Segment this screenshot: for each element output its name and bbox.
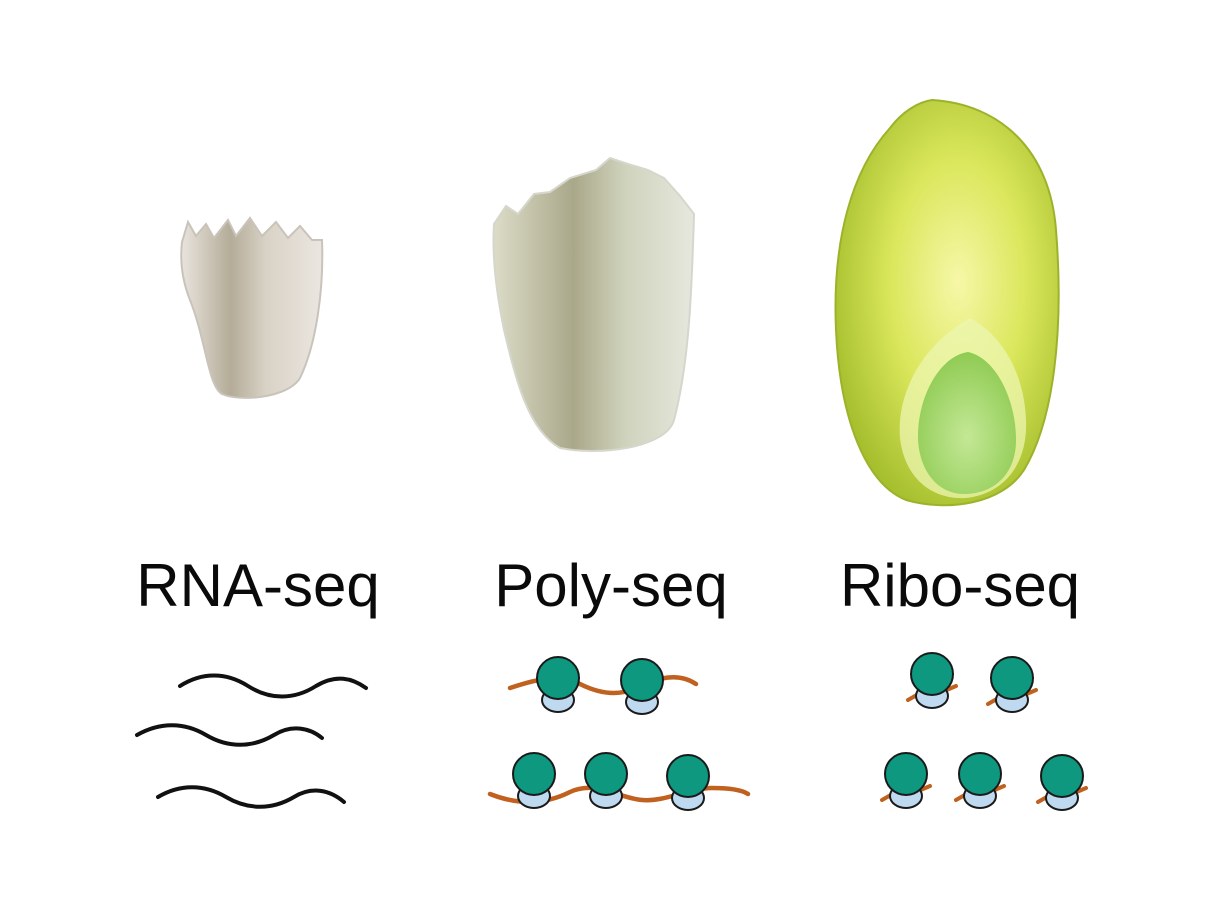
ribosome-icon [537, 657, 579, 712]
mrna-strand [137, 725, 322, 745]
ribosome-icon [908, 653, 956, 708]
mrna-strand [158, 787, 344, 807]
ribosome-icon [621, 659, 663, 714]
mrna-strand [180, 676, 366, 697]
seed-large-green-icon [835, 100, 1058, 505]
polysome-group [490, 657, 748, 810]
seed-medium-pale-icon [493, 158, 694, 451]
footprint-group [882, 653, 1086, 810]
ribosome-icon [585, 753, 627, 808]
label-ribo-seq: Ribo-seq [840, 552, 1080, 619]
ribosome-icon [513, 753, 555, 808]
ribosome-icon [956, 753, 1004, 808]
ribosome-icon [882, 753, 930, 808]
label-rna-seq: RNA-seq [136, 552, 379, 619]
label-poly-seq: Poly-seq [494, 552, 727, 619]
ribosome-icon [988, 657, 1036, 712]
ribosome-icon [1038, 755, 1086, 810]
mrna-group [137, 676, 366, 807]
ribosome-icon [667, 755, 709, 810]
seed-small-white-icon [181, 218, 322, 398]
